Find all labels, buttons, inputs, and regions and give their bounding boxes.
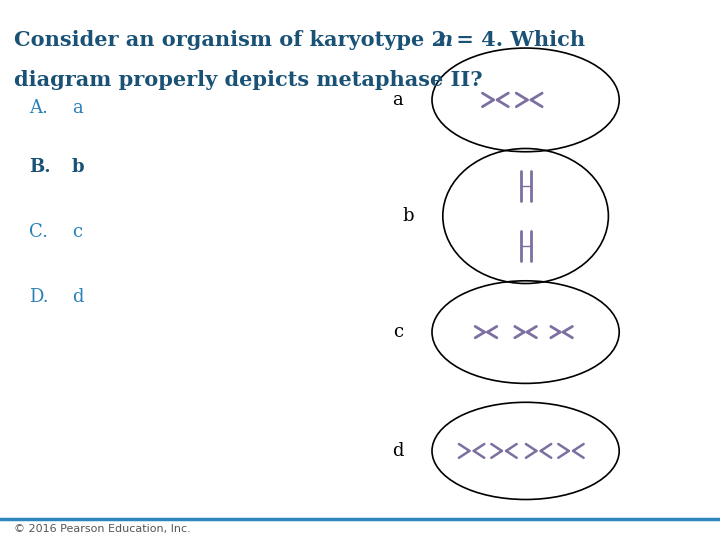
- Text: Consider an organism of karyotype 2: Consider an organism of karyotype 2: [14, 30, 446, 50]
- Text: a: a: [72, 99, 83, 117]
- Text: D.: D.: [29, 288, 48, 306]
- Text: d: d: [392, 442, 403, 460]
- Text: = 4. Which: = 4. Which: [449, 30, 585, 50]
- Text: a: a: [392, 91, 403, 109]
- Text: A.: A.: [29, 99, 48, 117]
- Text: diagram properly depicts metaphase II?: diagram properly depicts metaphase II?: [14, 70, 483, 90]
- Text: © 2016 Pearson Education, Inc.: © 2016 Pearson Education, Inc.: [14, 524, 191, 534]
- Text: d: d: [72, 288, 84, 306]
- Text: B.: B.: [29, 158, 50, 177]
- Text: b: b: [402, 207, 414, 225]
- Text: b: b: [72, 158, 85, 177]
- Text: c: c: [72, 223, 82, 241]
- Text: C.: C.: [29, 223, 48, 241]
- Text: c: c: [393, 323, 403, 341]
- Text: n: n: [438, 30, 453, 50]
